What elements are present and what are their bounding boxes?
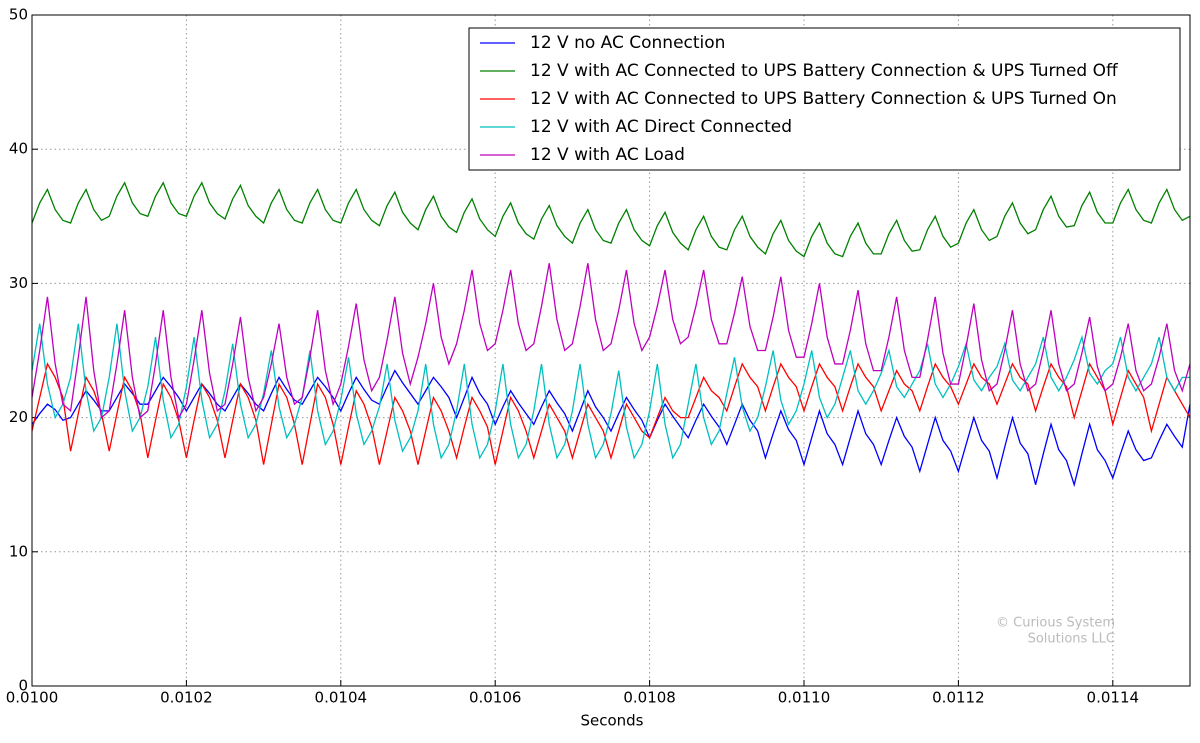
x-tick-label: 0.0100 xyxy=(6,689,59,707)
legend-label: 12 V with AC Connected to UPS Battery Co… xyxy=(530,89,1117,109)
y-tick-label: 50 xyxy=(9,6,28,24)
series-line xyxy=(31,181,1191,258)
legend-box xyxy=(468,27,1181,171)
watermark: Solutions LLC xyxy=(1028,632,1115,647)
x-tick-label: 0.0110 xyxy=(778,689,831,707)
x-tick-label: 0.0106 xyxy=(469,689,522,707)
plot-frame xyxy=(31,14,1191,687)
x-tick-label: 0.0108 xyxy=(623,689,676,707)
x-tick-label: 0.0112 xyxy=(932,689,985,707)
watermark: © Curious System xyxy=(996,616,1115,631)
y-tick-label: 0 xyxy=(18,677,28,695)
y-tick-label: 30 xyxy=(9,274,28,292)
y-tick-label: 10 xyxy=(9,542,28,560)
legend: 12 V no AC Connection 12 V with AC Connec… xyxy=(468,27,1181,171)
x-tick-label: 0.0102 xyxy=(160,689,213,707)
legend-label: 12 V with AC Connected to UPS Battery Co… xyxy=(530,61,1119,81)
series-line xyxy=(31,263,1191,420)
y-tick-label: 20 xyxy=(9,408,28,426)
legend-label: 12 V with AC Load xyxy=(530,145,685,165)
series-line xyxy=(31,362,1191,465)
x-tick-label: 0.0114 xyxy=(1087,689,1140,707)
series-line xyxy=(31,369,1191,488)
legend-label: 12 V with AC Direct Connected xyxy=(530,117,792,137)
y-tick-label: 40 xyxy=(9,140,28,158)
x-tick-label: 0.0104 xyxy=(315,689,368,707)
legend-label: 12 V no AC Connection xyxy=(530,33,725,53)
x-axis-label: Seconds xyxy=(580,712,643,730)
series-line xyxy=(31,323,1190,460)
